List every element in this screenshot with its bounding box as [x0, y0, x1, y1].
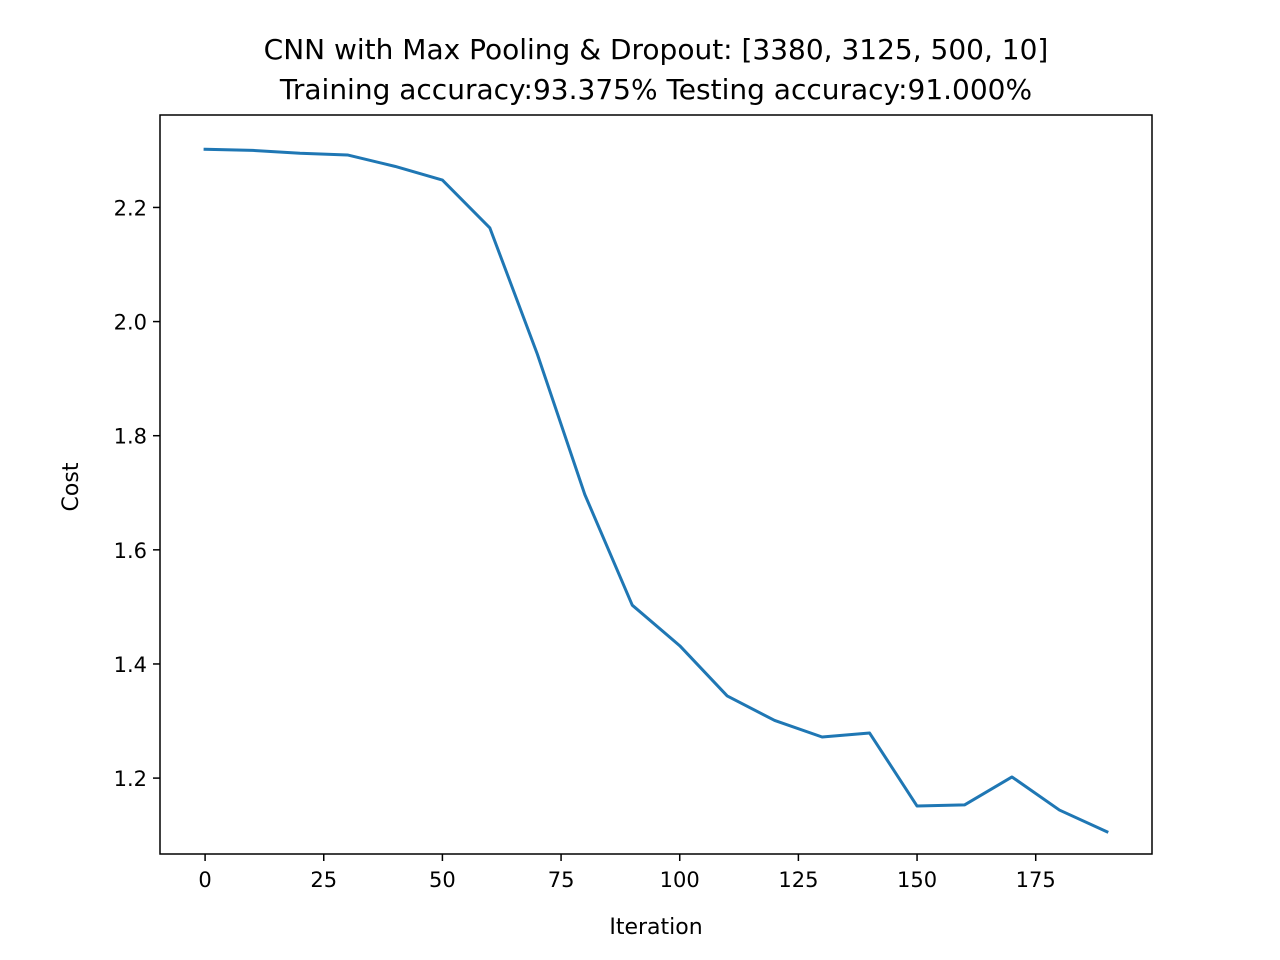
series-layer [203, 147, 1109, 834]
x-tick-label: 75 [548, 868, 575, 892]
y-tick-label: 1.6 [114, 539, 147, 563]
y-tick-label: 1.8 [114, 425, 147, 449]
y-tick-label: 1.4 [114, 653, 147, 677]
y-axis-label: Cost [59, 462, 84, 511]
x-axis-label: Iteration [609, 915, 702, 940]
x-tick-label: 150 [897, 868, 937, 892]
y-tick-label: 1.2 [114, 767, 147, 791]
y-tick-label: 2.2 [114, 196, 147, 220]
chart-title: CNN with Max Pooling & Dropout: [3380, 3… [264, 33, 1049, 66]
x-tick-label: 50 [429, 868, 456, 892]
plot-area-frame [159, 114, 1153, 855]
x-tick-label: 25 [310, 868, 337, 892]
y-tick-label: 2.0 [114, 311, 147, 335]
x-tick-label: 175 [1016, 868, 1056, 892]
x-axis-ticks: 0 25 50 75 100 125 150 175 [198, 854, 1056, 892]
cost-series-line [203, 147, 1109, 834]
y-axis-ticks: 1.2 1.4 1.6 1.8 2.0 2.2 [114, 196, 160, 791]
x-tick-label: 0 [198, 868, 211, 892]
x-tick-label: 125 [778, 868, 818, 892]
chart-subtitle: Training accuracy:93.375% Testing accura… [279, 73, 1032, 106]
x-tick-label: 100 [660, 868, 700, 892]
